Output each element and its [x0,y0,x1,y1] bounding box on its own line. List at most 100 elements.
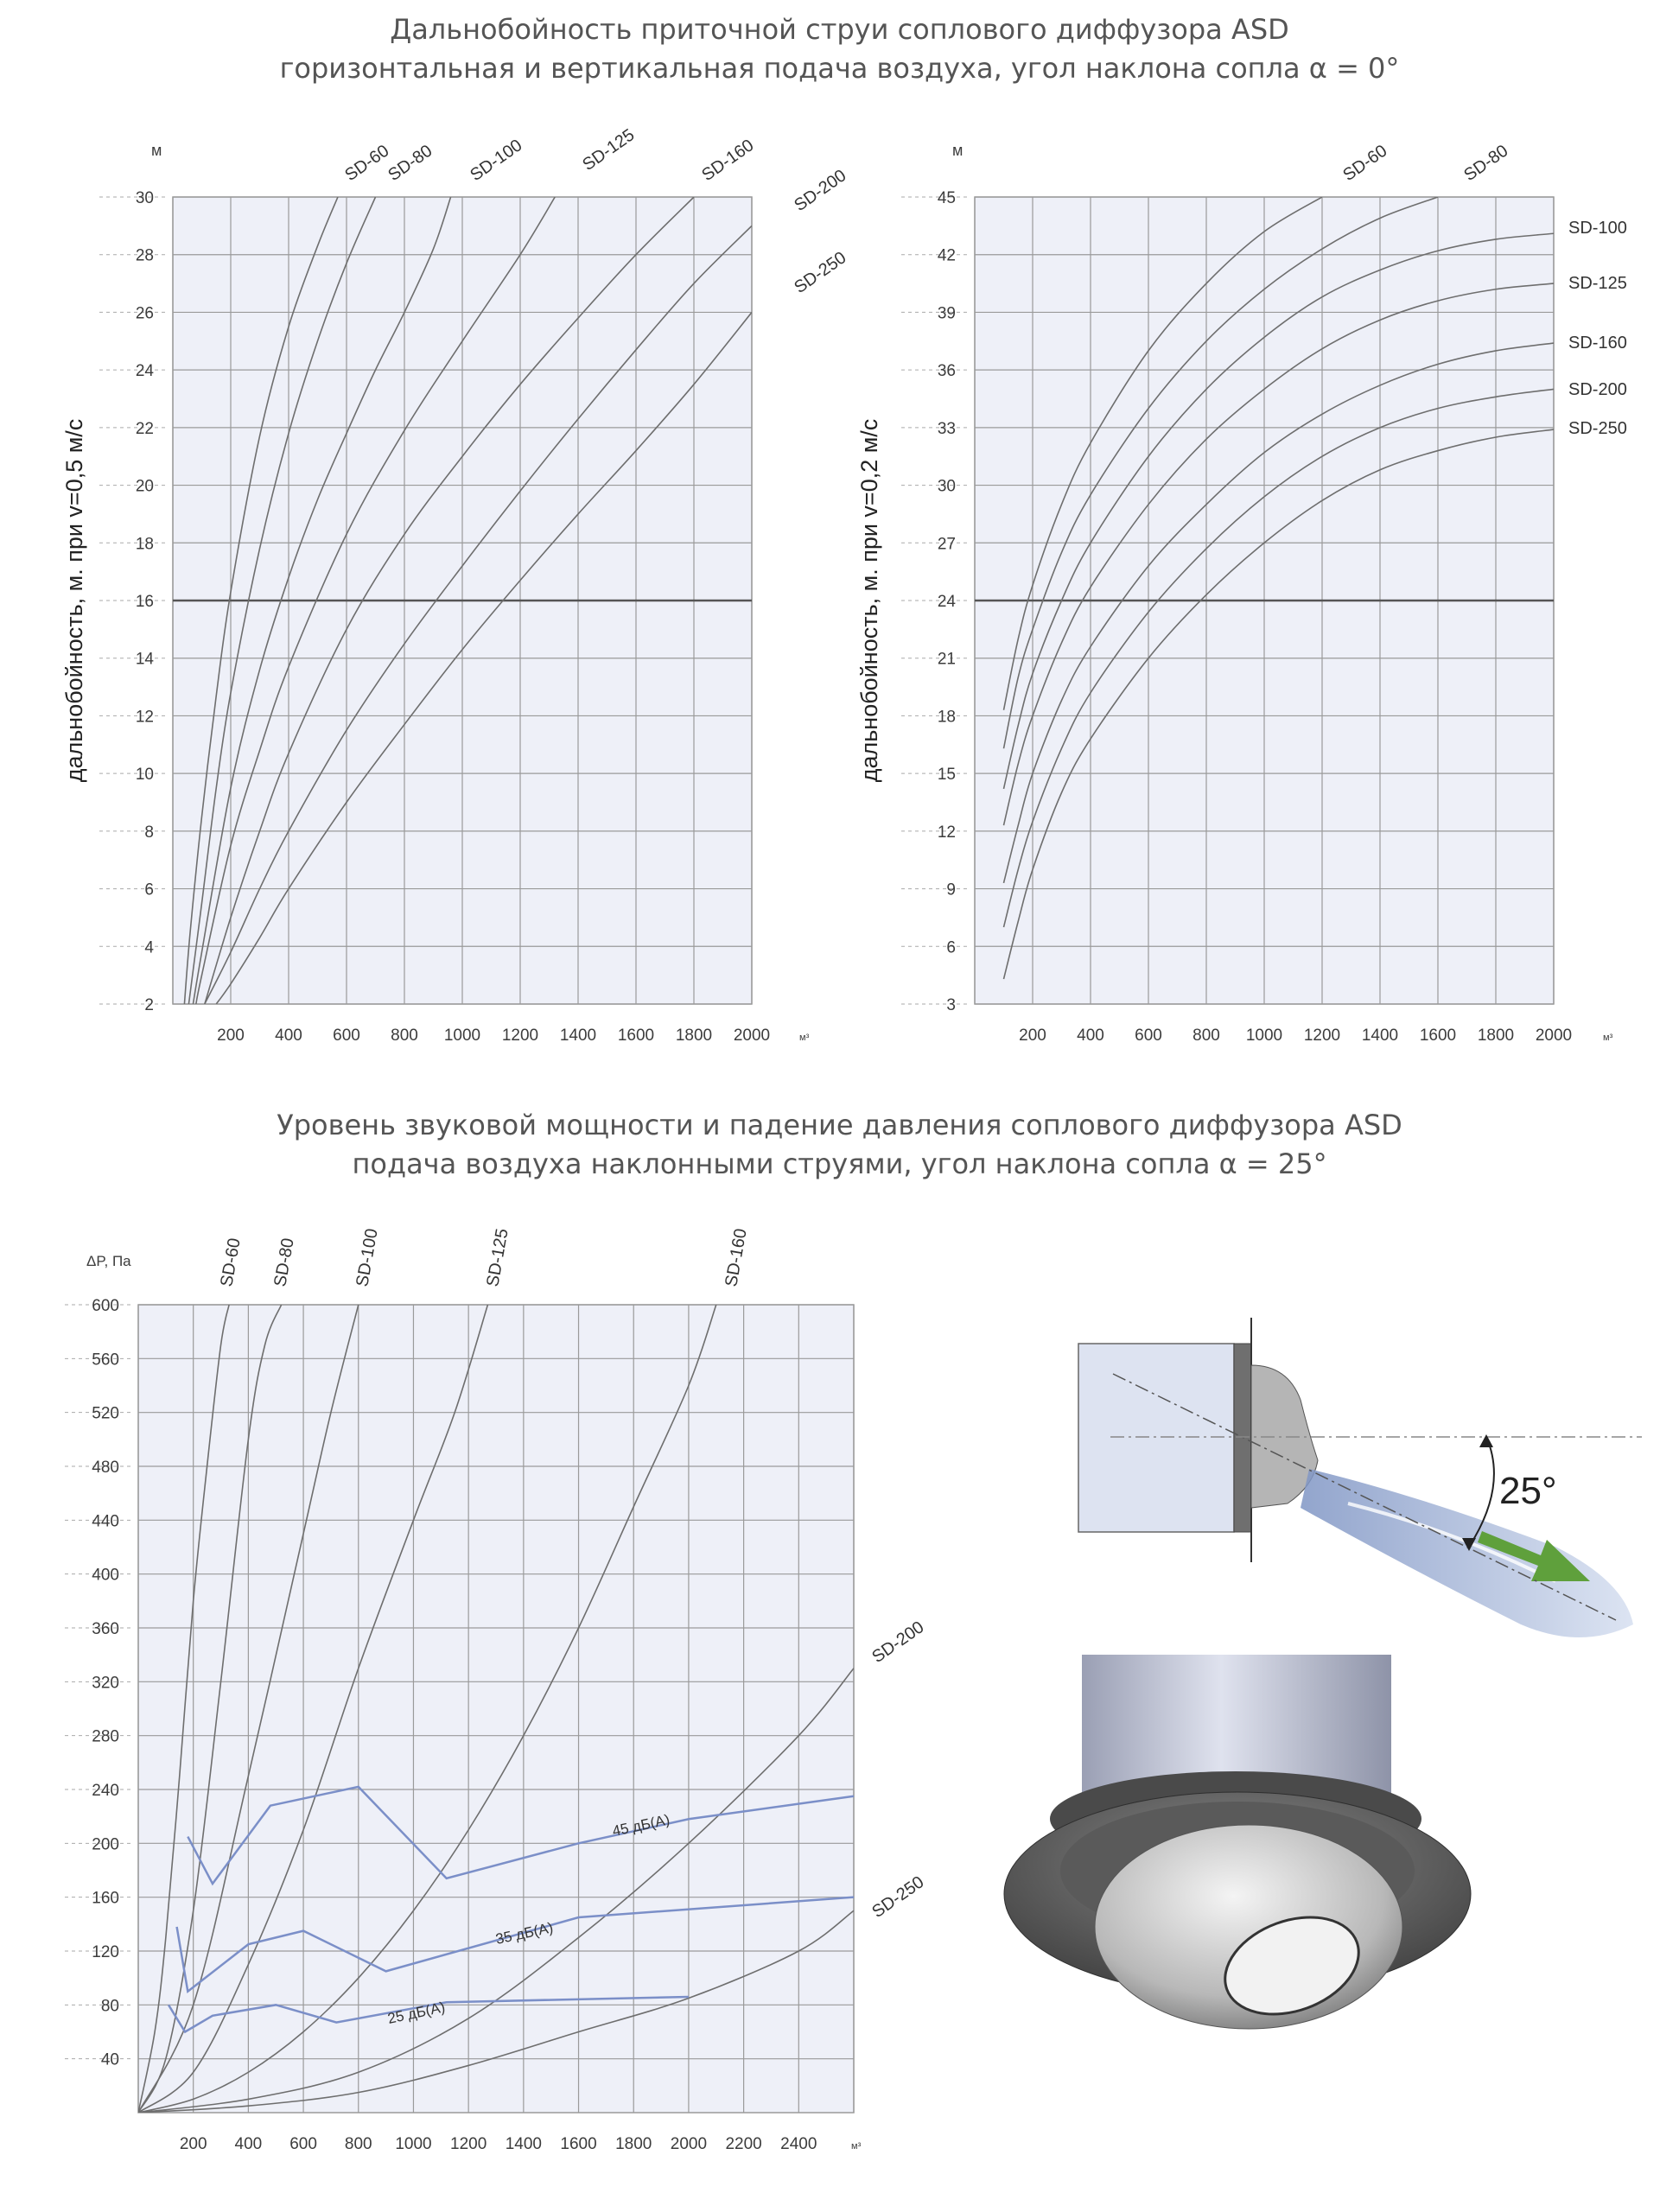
angle-label: 25° [1499,1470,1557,1512]
y-tick-label: 6 [144,881,154,899]
y-tick-label: 12 [938,823,956,842]
y-tick-label: 45 [938,189,956,207]
y-tick-label: 600 [92,1297,119,1315]
x-tick-label: 1200 [450,2135,487,2153]
series-label: SD-125 [1568,274,1627,293]
y-tick-label: 30 [136,189,154,207]
y-tick-label: 28 [136,247,154,265]
x-tick-label: 1200 [1304,1027,1340,1045]
series-label: SD-160 [1568,334,1627,353]
y-tick-label: 320 [92,1674,119,1692]
series-line-SD-60 [138,1305,230,2113]
y-tick-label: 40 [101,2051,119,2069]
x-tick-label: 1600 [1420,1027,1456,1045]
x-tick-label: 1200 [502,1027,538,1045]
series-label: SD-250 [1568,419,1627,438]
y-tick-label: 8 [144,823,154,842]
y-tick-label: 6 [946,938,956,957]
series-line-SD-60 [1002,197,1323,710]
y-tick-label: 21 [938,651,956,669]
series-line-SD-60 [183,197,339,1004]
x-unit-label: м³ [799,1033,810,1043]
y-tick-label: 480 [92,1459,119,1477]
y-tick-label: 14 [136,651,155,669]
flow-arrow [1478,1531,1590,1581]
y-unit-label: м [952,142,963,159]
x-tick-label: 2000 [734,1027,770,1045]
y-tick-label: 36 [938,362,956,380]
noise-line [167,1995,689,2034]
y-tick-label: 240 [92,1782,119,1800]
series-line-SD-200 [138,1668,854,2113]
y-tick-label: 9 [946,881,956,899]
y-unit-label: м [151,142,162,159]
y-tick-label: 10 [136,766,154,784]
x-tick-label: 400 [235,2135,263,2153]
plot-area [137,1304,855,2113]
angle-arc [1468,1436,1495,1548]
x-tick-label: 600 [289,2135,317,2153]
x-tick-label: 1800 [1478,1027,1514,1045]
x-tick-label: 1000 [395,2135,431,2153]
series-line-SD-200 [204,225,752,1004]
x-tick-label: 800 [345,2135,372,2153]
x-tick-label: 2000 [671,2135,707,2153]
top-title-line2: горизонтальная и вертикальная подача воз… [279,52,1400,85]
duct-box [1078,1343,1235,1533]
y-tick-label: 20 [136,478,154,496]
x-tick-label: 800 [391,1027,418,1045]
x-tick-label: 600 [1135,1027,1162,1045]
x-tick-label: 1600 [618,1027,654,1045]
x-tick-label: 400 [1077,1027,1104,1045]
series-label: SD-100 [1568,219,1627,238]
y-tick-label: 16 [136,593,154,611]
series-line-SD-250 [1002,429,1554,980]
series-line-SD-160 [204,197,695,1004]
y-tick-label: 200 [92,1835,119,1853]
series-line-SD-250 [138,1910,854,2113]
series-line-SD-125 [138,1305,489,2113]
y-tick-label: 12 [136,708,154,726]
y-tick-label: 24 [136,362,155,380]
series-line-SD-200 [1002,388,1554,928]
x-tick-label: 1600 [560,2135,596,2153]
y-tick-label: 80 [101,1997,119,2015]
series-line-SD-80 [138,1305,283,2113]
x-tick-label: 200 [1019,1027,1046,1045]
y-tick-label: 120 [92,1943,119,1961]
x-tick-label: 2400 [780,2135,817,2153]
nozzle-body [1250,1364,1319,1509]
y-tick-label: 520 [92,1405,119,1423]
x-tick-label: 1000 [1246,1027,1282,1045]
y-tick-label: 560 [92,1351,119,1369]
x-tick-label: 1000 [444,1027,480,1045]
series-line-SD-100 [1002,232,1554,790]
chart-3: 40 80 120 160 200 240 280 320 360 400 440 480 520 560… [65,1227,927,2153]
series-line-SD-80 [1002,197,1439,749]
top-title-line1: Дальнобойность приточной струи соплового… [390,13,1289,46]
x-tick-label: 1800 [615,2135,652,2153]
x-tick-label: 200 [180,2135,207,2153]
x-tick-label: 2200 [725,2135,761,2153]
y-tick-label: 18 [938,708,956,726]
y-tick-label: 24 [938,593,957,611]
series-line-SD-160 [138,1305,717,2113]
air-jet [1301,1469,1633,1637]
series-label: SD-200 [1568,380,1627,399]
y-tick-label: 4 [144,938,154,957]
bottom-title-line2: подача воздуха наклонными струями, угол … [352,1147,1327,1180]
nozzle-axis [1112,1373,1617,1621]
y-axis-label: дальнобойность, м. при v=0,2 м/с [856,419,882,783]
y-tick-label: 15 [938,766,956,784]
y-tick-label: 30 [938,478,956,496]
x-tick-label: 1400 [506,2135,542,2153]
nozzle-outlet [1224,1916,1360,2016]
nozzle-3d-render [1003,1655,1472,2030]
y-tick-label: 400 [92,1567,119,1585]
y-tick-label: 2 [144,996,154,1014]
y-tick-label: 160 [92,1890,119,1908]
nozzle-side-diagram: 25° [1078,1318,1642,1637]
y-tick-label: 33 [938,420,956,438]
